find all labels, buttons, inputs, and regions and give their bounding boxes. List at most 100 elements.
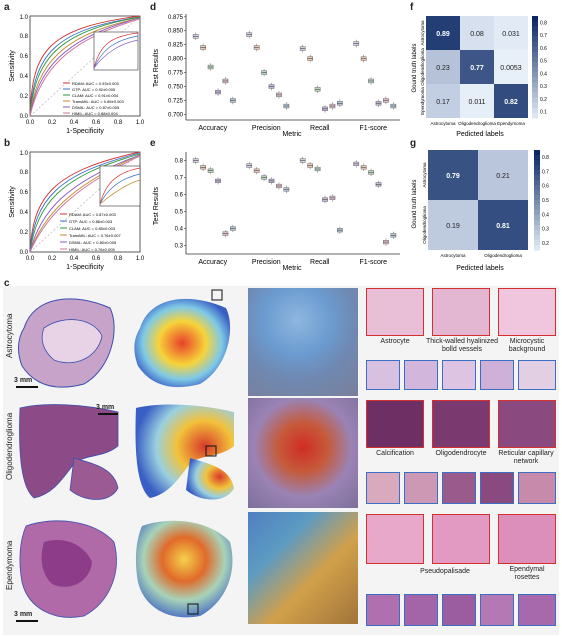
colorbar-segment [532,31,538,37]
roc-b-legend-2: GTP: AUC = 0.86±0.003 [69,219,113,224]
roc-b-legend: RDAM: AUC = 0.87±0.003 GTP: AUC = 0.86±0… [60,212,122,252]
y-tick-label: 0.4 [175,227,184,233]
heatmap-x-label: Oligodendroglioma [458,121,496,126]
roc-b-ytick: 0.4 [20,210,29,216]
colorbar-tick: 0.7 [540,33,547,39]
roc-b-ylabel: Sensitivity [9,186,16,218]
roc-b-legend-4: TransMIL: AUC = 0.76±0.007 [69,233,122,238]
x-tick-label: Precision [252,125,281,132]
roc-a-curve-1 [29,15,141,117]
colorbar-segment [534,240,540,246]
y-tick-label: 0.750 [168,85,184,91]
colorbar-segment [534,170,540,176]
caption-calcification: Calcification [376,450,414,457]
heatmap-value: 0.81 [496,223,510,230]
x-tick-label: Accuracy [198,259,227,266]
colorbar-tick: 0.2 [542,241,549,247]
colorbar-tick: 0.4 [540,71,547,77]
caption-oligodendrocyte: Oligodendrocyte [435,450,487,457]
patch-blue [404,360,438,390]
heatmap-value: 0.19 [446,223,460,230]
colorbar-segment [532,107,538,114]
heatmap-cell [460,84,494,118]
roc-a-xtick: 0.2 [48,120,57,126]
colorbar-segment [534,160,540,166]
patch-blue [442,472,476,504]
heatmap-value: 0.23 [436,65,450,72]
roc-a-xtick: 0.8 [114,120,123,126]
x-tick-label: Accuracy [198,125,227,132]
patch-pseudopalisade-2 [432,514,490,564]
x-tick-label: F1-score [359,125,387,132]
patch-reticular [498,400,556,448]
y-tick-label: 0.775 [168,71,184,77]
patch-blue [480,594,514,626]
colorbar-segment [532,97,538,104]
colorbar-segment [534,235,540,241]
heatmap-cell [478,200,528,250]
y-tick-label: 0.7 [175,176,184,182]
roc-a-legend-4: TransMIL: AUC = 0.89±0.003 [72,99,125,104]
roc-a-xtick: 1.0 [136,120,145,126]
colorbar-tick: 0.6 [542,184,549,190]
scale-text-astro: 3 mm [14,377,33,384]
panel-label-b: b [4,138,11,149]
colorbar-segment [534,220,540,226]
colorbar-segment [532,21,538,27]
roc-a-legend-1: RDAM: AUC = 0.93±0.003 [72,81,120,86]
roc-a-legend-3: CLAM: AUC = 0.91±0.004 [72,93,119,98]
colorbar-segment [534,215,540,221]
colorbar-segment [534,165,540,171]
wsi-astrocytoma [17,298,115,388]
colorbar-segment [532,72,538,78]
heat-f-xlabel: Pedicted labels [456,131,504,138]
roc-b-ytick: 0.2 [20,230,29,236]
colorbar-tick: 0.8 [540,20,547,26]
x-tick-label: Precision [252,259,281,266]
heat-f-ylabel: Gound truth labels [412,43,418,92]
colorbar-segment [532,36,538,42]
heatmap-value: 0.89 [436,31,450,38]
roc-b-inset-curve-2 [99,173,141,205]
heatmap-cell [460,50,494,84]
roc-b-ytick: 0.0 [20,250,29,256]
attention-map-ependymoma [135,520,233,618]
heatmap-cell [494,16,528,50]
scale-text-oligo: 3 mm [96,404,115,411]
panel-label-a: a [4,2,10,13]
patch-blue [480,472,514,504]
roc-b-xtick: 1.0 [136,256,145,262]
heatmap-y-label: Astrocytoma [420,20,425,46]
patch-vessels [432,288,490,336]
colorbar-segment [534,245,540,251]
panel-label-g: g [410,138,417,149]
attention-map-oligodendroglioma [135,404,234,500]
colorbar-segment [532,77,538,83]
colorbar-segment [532,67,538,73]
caption-astrocyte: Astrocyte [380,338,410,345]
patch-blue [366,594,400,626]
roc-b-ytick: 0.8 [20,170,29,176]
roc-chart-a: RDAM: AUC = 0.93±0.003 GTP: AUC = 0.92±0… [9,15,145,135]
colorbar-segment [532,16,538,22]
colorbar-tick: 0.6 [540,46,547,52]
roc-a-legend: RDAM: AUC = 0.93±0.003 GTP: AUC = 0.92±0… [63,81,125,116]
colorbar-tick: 0.3 [540,84,547,90]
box-e-ylabel: Test Results [153,186,160,225]
heatmap-value: 0.82 [504,99,518,106]
roc-b-curve-5 [29,154,141,253]
patch-blue [404,594,438,626]
heatmap-y-label: Oligodendroglioma [422,206,427,244]
roc-b-ytick: 1.0 [20,151,29,157]
heatmap-cell [428,200,478,250]
roc-b-curve-3 [29,153,141,253]
colorbar-segment [534,200,540,206]
y-tick-label: 0.875 [168,15,184,21]
patch-calcification [366,400,424,448]
roc-a-curve-5 [29,17,141,117]
roc-a-ytick: 0.2 [20,94,29,100]
heatmap-x-label: Ependymoma [497,121,525,126]
colorbar-segment [534,180,540,186]
heatmap-value: 0.08 [470,31,484,38]
roc-a-ylabel: Sensitivity [9,50,16,82]
